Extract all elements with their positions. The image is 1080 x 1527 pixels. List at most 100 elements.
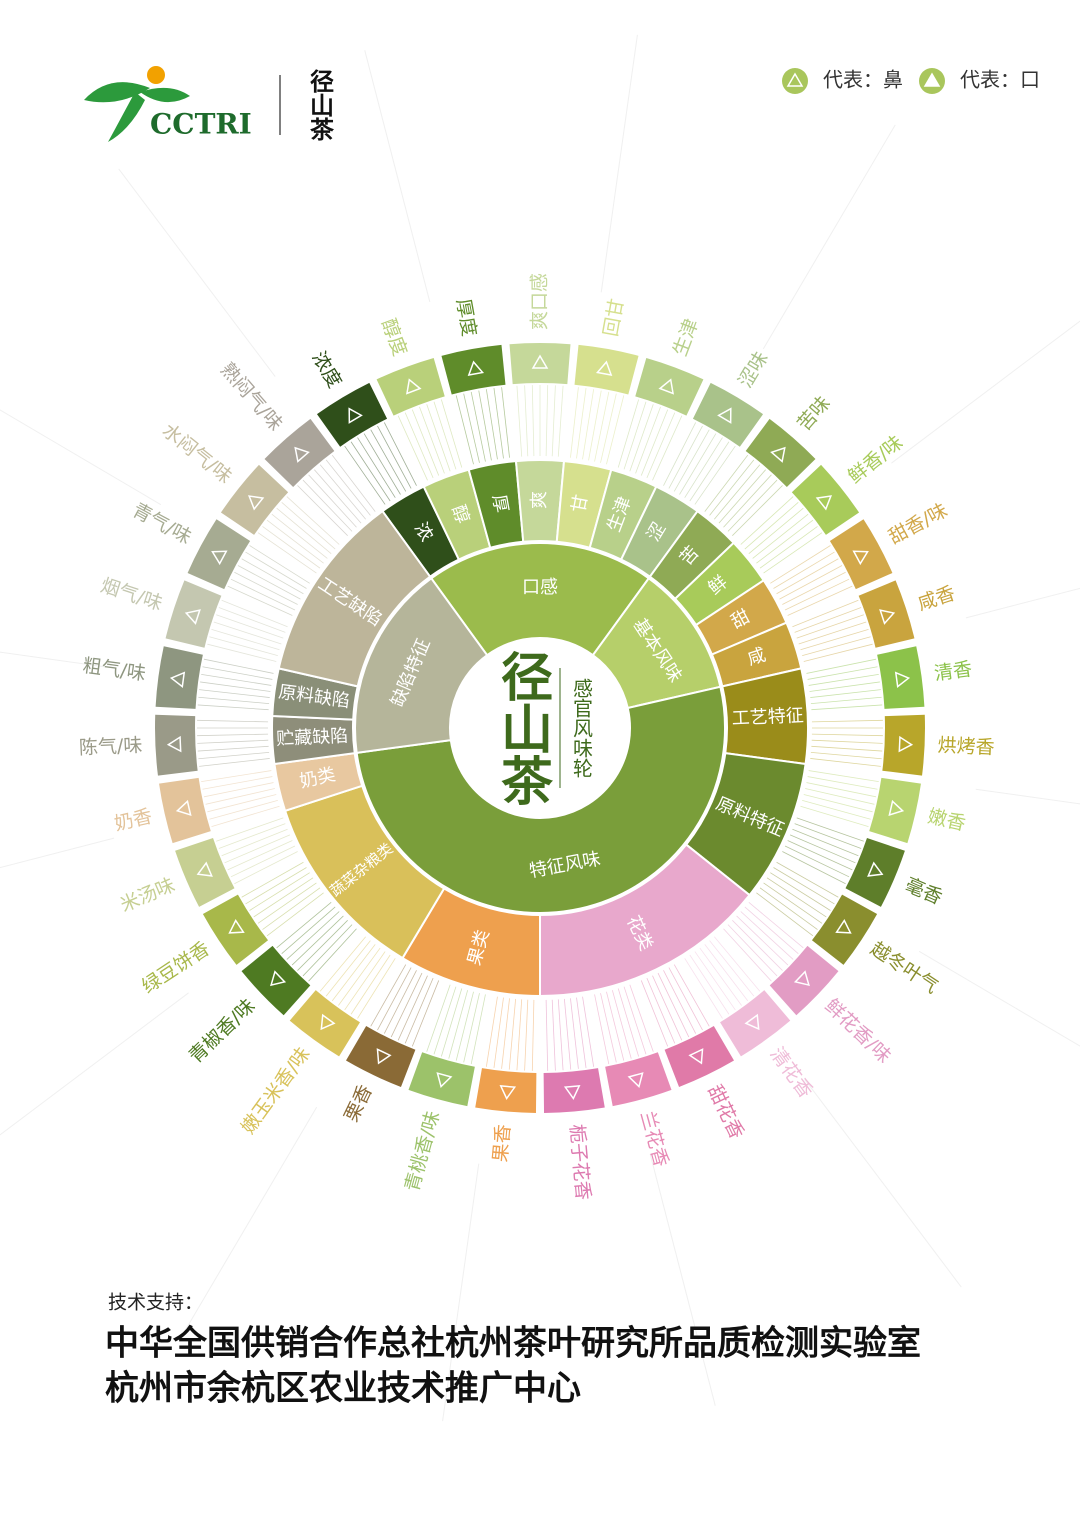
fine-line [433,986,457,1055]
child-segment [277,509,432,688]
fine-line [563,998,572,1070]
fine-line [807,666,878,680]
fine-line [792,828,859,857]
outer-label: 清香 [933,658,974,685]
logo-text: CCTRI [150,108,252,141]
outer-segment [408,1052,475,1107]
fine-line [727,924,778,977]
fine-line [271,513,328,559]
outer-segment [882,714,925,776]
fine-line [606,395,625,465]
group-segment [429,542,651,657]
fine-line [668,425,703,489]
marker-triangle [166,735,182,753]
fine-line [718,469,766,524]
fine-line [397,415,428,481]
child-label: 爽 [529,491,550,509]
logo-leaf [108,92,145,142]
marker-triangle [688,1048,704,1065]
fine-line [663,422,697,486]
outer-label: 鲜香/味 [844,431,907,488]
fine-line [302,479,353,532]
fine-line [230,578,296,611]
outer-label: 嫩玉米香/味 [237,1043,314,1138]
fine-line [377,425,412,489]
fine-line [800,628,869,651]
fine-line [470,391,486,462]
fine-line [766,877,827,918]
fine-line [808,770,879,783]
fine-line [679,433,717,495]
fine-line [770,545,831,584]
fine-line [704,944,749,1002]
fine-line [810,696,882,705]
ray [649,1153,716,1406]
center-disc [452,640,628,816]
fine-line [291,915,344,966]
fine-line [197,704,269,711]
marker-triangle [717,407,732,424]
fine-line [699,947,742,1006]
marker-triangle [228,918,245,934]
fine-line [501,998,510,1069]
marker-triangle [595,360,613,377]
marker-triangle [436,1072,453,1089]
fine-line [792,599,859,628]
outer-label: 毫香 [902,874,946,909]
fine-line [776,861,839,898]
ray [762,124,896,350]
fine-line [673,429,710,492]
fine-line [802,636,871,657]
fine-line [796,817,864,842]
fine-line [276,507,332,554]
fine-line [211,805,280,828]
fine-line [787,840,853,871]
ray [975,788,1080,805]
fine-line [684,958,723,1019]
child-label: 工艺特征 [731,705,804,729]
fine-line [723,474,772,528]
fine-line [363,433,401,495]
marker-triangle [196,861,213,877]
outer-segment [858,580,915,648]
fine-line [463,993,480,1063]
outer-segment [175,838,235,907]
outer-segment [155,646,203,709]
fine-line [524,385,529,457]
center-brand: 径山茶 [492,650,553,806]
fine-line [411,409,440,476]
fine-line [704,454,749,512]
fine-line [308,474,357,528]
fine-line [809,681,880,692]
fine-line [493,997,504,1068]
ray [184,1106,318,1332]
marker-triangle [270,970,287,987]
fine-line [744,906,799,954]
outer-label: 粗气/味 [81,655,147,685]
fine-line [756,519,814,564]
marker-triangle [211,550,228,566]
fine-line [205,788,275,805]
fine-line [652,975,683,1041]
fine-line [811,745,883,752]
marker-triangle [852,550,869,566]
legend-triangle [923,72,941,87]
fine-line [811,719,883,723]
fine-line [234,571,298,605]
outer-segment [202,894,269,965]
outer-label: 水闷气/味 [158,419,236,488]
outer-segment [543,1068,605,1113]
fine-line [748,507,804,554]
fine-line [570,998,579,1069]
fine-line [807,776,878,790]
fine-line [234,851,298,885]
fine-line [197,719,269,723]
fine-line [224,834,291,864]
fine-line [623,401,647,470]
fine-line [448,990,469,1059]
outer-label: 陈气/味 [79,734,143,759]
child-label: 咸 [745,644,769,670]
fine-line [557,385,564,457]
fine-line [257,882,317,924]
outer-label: 果香 [489,1123,514,1163]
